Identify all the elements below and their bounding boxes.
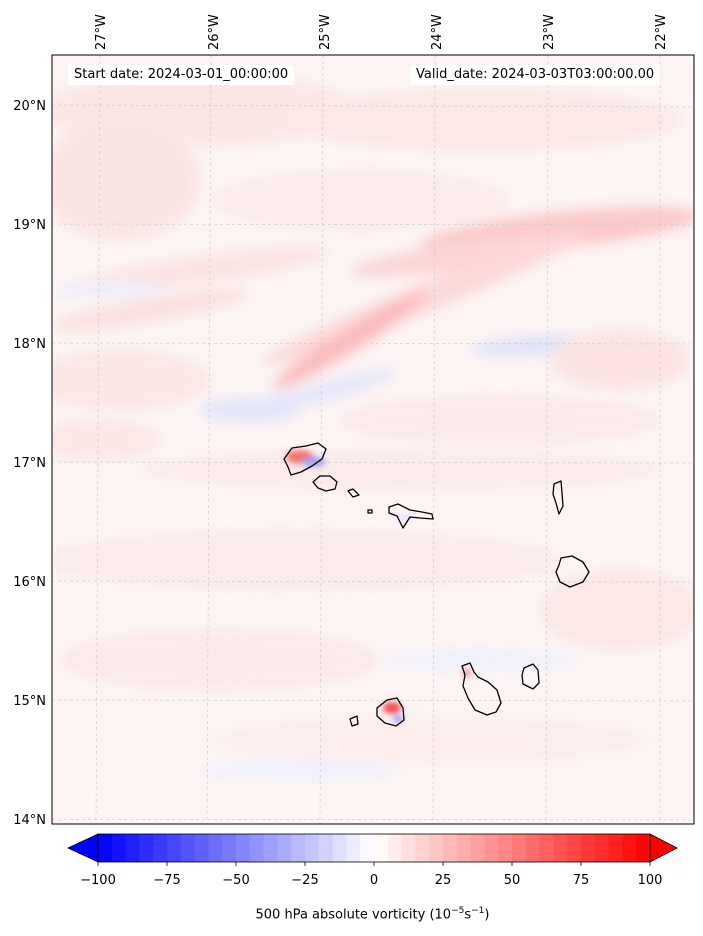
- colorbar-cell: [360, 834, 375, 862]
- colorbar-cell: [374, 834, 389, 862]
- lon-label: 22°W: [654, 14, 669, 50]
- island-raso: [367, 509, 373, 514]
- colorbar-cell: [387, 834, 403, 862]
- colorbar-cell: [443, 834, 458, 862]
- colorbar-tick-label: −75: [153, 873, 180, 888]
- lat-label: 15°N: [13, 694, 46, 709]
- colorbar-cell: [332, 834, 347, 862]
- colorbar-cell: [470, 834, 485, 862]
- coastlines: [283, 442, 590, 727]
- lat-label: 18°N: [13, 337, 46, 352]
- colorbar-cell: [125, 834, 140, 862]
- colorbar-ticks: −100 −75 −50 −25 0 25 50 75 100: [80, 862, 662, 888]
- colorbar-cell: [401, 834, 416, 862]
- lon-label: 25°W: [318, 14, 333, 50]
- colorbar-cell: [263, 834, 278, 862]
- colorbar-tick-label: 100: [638, 873, 663, 888]
- lat-label: 14°N: [13, 813, 46, 828]
- start-date-label: Start date: 2024-03-01_00:00:00: [68, 65, 295, 85]
- colorbar-cell: [415, 834, 430, 862]
- colorbar-cell: [98, 834, 113, 862]
- lat-label: 20°N: [13, 99, 46, 114]
- colorbar-cell: [153, 834, 168, 862]
- colorbar-extend-max: [649, 833, 678, 863]
- colorbar-extend-min: [67, 833, 99, 863]
- island-sao-nicolau: [388, 503, 434, 529]
- colorbar-cell: [249, 834, 265, 862]
- colorbar-unit-exp2: −1: [471, 906, 485, 916]
- colorbar-tick-label: 75: [573, 873, 590, 888]
- colorbar-cell: [346, 834, 361, 862]
- colorbar-cell: [484, 834, 499, 862]
- latitude-labels: 20°N 19°N 18°N 17°N 16°N 15°N 14°N: [13, 99, 46, 828]
- lon-label: 23°W: [542, 14, 557, 50]
- island-brava: [349, 715, 359, 727]
- colorbar-cell: [608, 834, 623, 862]
- colorbar-cell: [636, 834, 651, 862]
- colorbar-cell: [111, 834, 127, 862]
- colorbar-cell: [236, 834, 251, 862]
- colorbar-tick-label: 0: [370, 873, 378, 888]
- island-fogo: [376, 697, 405, 727]
- colorbar-unit-exp1: −5: [451, 906, 465, 916]
- colorbar-cell: [512, 834, 527, 862]
- colorbar-unit-base: (10: [429, 907, 452, 923]
- island-sao-vicente: [312, 475, 338, 492]
- lon-label: 24°W: [430, 14, 445, 50]
- colorbar-cell: [167, 834, 182, 862]
- colorbar-unit-mid: s: [464, 907, 472, 923]
- colorbar-cells: [98, 834, 651, 862]
- colorbar-cell: [539, 834, 554, 862]
- colorbar-tick-label: −50: [222, 873, 249, 888]
- lon-label: 27°W: [94, 14, 109, 50]
- colorbar-cell: [194, 834, 209, 862]
- colorbar-cell: [498, 834, 513, 862]
- island-santo-antao: [283, 442, 327, 476]
- colorbar-cell: [525, 834, 541, 862]
- colorbar-cell: [139, 834, 154, 862]
- colorbar-cell: [567, 834, 582, 862]
- colorbar-cell: [208, 834, 223, 862]
- colorbar-cell: [222, 834, 237, 862]
- island-sal: [552, 480, 564, 515]
- colorbar-cell: [180, 834, 196, 862]
- colorbar-label: 500 hPa absolute vorticity (10−5s−1): [0, 906, 703, 922]
- valid-date-label: Valid_date: 2024-03-03T03:00:00.00: [410, 65, 661, 85]
- colorbar-cell: [581, 834, 596, 862]
- colorbar-unit-end: ): [484, 907, 490, 923]
- island-santa-luzia: [347, 488, 360, 498]
- vorticity-field: [52, 55, 694, 824]
- colorbar-tick-label: 25: [435, 873, 452, 888]
- colorbar-tick-label: −25: [291, 873, 318, 888]
- colorbar-tick-label: 50: [504, 873, 521, 888]
- colorbar-cell: [305, 834, 320, 862]
- colorbar-cell: [277, 834, 292, 862]
- lat-label: 17°N: [13, 456, 46, 471]
- colorbar-cell: [318, 834, 334, 862]
- colorbar-label-text: 500 hPa absolute vorticity: [255, 907, 426, 923]
- colorbar-tick-label: −100: [80, 873, 116, 888]
- island-maio: [521, 663, 540, 690]
- longitude-labels: 27°W 26°W 25°W 24°W 23°W 22°W: [94, 14, 669, 50]
- colorbar-cell: [622, 834, 637, 862]
- colorbar-cell: [456, 834, 472, 862]
- map-frame: [51, 54, 695, 825]
- graticule: [51, 54, 695, 825]
- colorbar-cell: [429, 834, 444, 862]
- lat-label: 16°N: [13, 575, 46, 590]
- lon-label: 26°W: [207, 14, 222, 50]
- colorbar: −100 −75 −50 −25 0 25 50 75 100: [67, 833, 678, 888]
- colorbar-cell: [553, 834, 568, 862]
- colorbar-cell: [291, 834, 306, 862]
- colorbar-cell: [594, 834, 610, 862]
- lat-label: 19°N: [13, 218, 46, 233]
- island-boa-vista: [555, 555, 590, 588]
- island-santiago: [461, 662, 502, 716]
